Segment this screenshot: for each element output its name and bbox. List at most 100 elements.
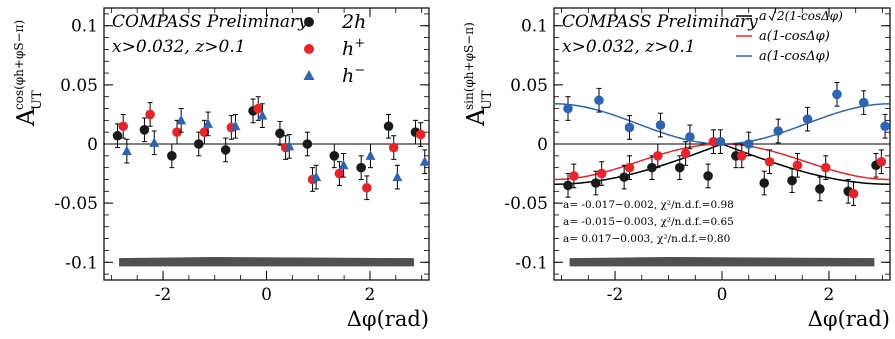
y-tick-label: 0.05 <box>510 76 548 96</box>
data-point <box>118 121 129 132</box>
systematic-band <box>569 256 875 267</box>
data-point <box>655 120 666 130</box>
fit-result-text: a= -0.015−0.003, χ²/n.d.f.=0.65 <box>563 216 734 228</box>
legend-label: a(1-cosΔφ) <box>759 49 830 64</box>
y-axis-label: AUT cos(φh+φS−π) <box>12 20 45 127</box>
legend-label: h+ <box>342 36 365 60</box>
data-point <box>193 139 204 149</box>
data-point <box>848 188 859 199</box>
legend-marker <box>303 70 315 80</box>
data-point <box>624 122 635 133</box>
legend-label: a <box>759 9 767 24</box>
fit-result-text: a= 0.017−0.003, χ²/n.d.f.=0.80 <box>563 233 730 245</box>
data-point <box>145 109 155 120</box>
data-point <box>880 121 890 132</box>
data-point <box>220 145 231 155</box>
y-tick-label: 0 <box>537 135 548 155</box>
data-point <box>674 162 685 173</box>
legend-label: h− <box>342 63 365 87</box>
annotation-cuts: x>0.032, z>0.1 <box>562 37 696 57</box>
data-point <box>253 103 264 114</box>
data-point <box>590 178 601 188</box>
data-point-triangle <box>311 171 322 182</box>
data-point <box>569 171 579 181</box>
data-point <box>383 121 394 132</box>
data-point <box>653 151 663 161</box>
data-point <box>680 148 691 159</box>
y-tick-label: 0.05 <box>60 76 98 96</box>
data-point <box>139 125 150 135</box>
legend-label-radicand: 2(1-cosΔφ) <box>776 9 843 23</box>
data-point-triangle <box>121 145 132 156</box>
x-tick-label: 2 <box>824 285 835 305</box>
data-point <box>624 162 635 173</box>
systematic-band <box>119 256 414 267</box>
y-tick-label: 0 <box>87 135 98 155</box>
data-point <box>764 156 775 167</box>
annotation-title: COMPASS Preliminary <box>562 12 758 32</box>
data-point <box>708 136 719 147</box>
data-point <box>415 129 426 140</box>
data-point <box>815 184 825 194</box>
data-point <box>832 89 842 100</box>
legend-marker <box>304 44 314 54</box>
data-point <box>329 151 340 161</box>
x-tick-label: -2 <box>155 285 172 305</box>
data-point <box>647 162 657 173</box>
data-point-triangle <box>257 110 268 120</box>
data-point <box>792 160 803 171</box>
y-axis-label-main: A <box>12 108 40 127</box>
x-tick-label: 2 <box>365 285 376 305</box>
y-tick-label: -0.05 <box>504 194 548 214</box>
left-panel: -0.1 -0.05 0 0.05 0.1 -2 0 2Δφ(rad) AUT cos(φh+φS… <box>12 7 430 331</box>
data-point-triangle <box>203 118 214 128</box>
y-tick-label: -0.1 <box>65 253 98 273</box>
data-point <box>876 156 887 167</box>
data-point <box>112 130 123 141</box>
data-point <box>199 127 210 137</box>
data-point <box>787 175 797 186</box>
data-point <box>596 168 607 179</box>
legend-label: 2h <box>341 11 366 33</box>
x-tick-label: 0 <box>717 285 728 305</box>
y-axis-label-sup: cos(φh+φS−π) <box>12 20 26 110</box>
data-point <box>356 162 366 173</box>
x-axis-label: Δφ(rad) <box>347 307 429 331</box>
data-point <box>594 95 604 106</box>
data-point <box>563 103 573 114</box>
annotation-title: COMPASS Preliminary <box>112 12 308 32</box>
data-point <box>167 151 177 161</box>
data-point <box>388 142 399 153</box>
y-tick-label: 0.1 <box>521 17 548 37</box>
data-point <box>773 126 783 136</box>
legend-sqrt-sign <box>768 7 844 22</box>
data-point <box>563 180 573 191</box>
right-panel: -0.1 -0.05 0 0.05 0.1 -2 0 2Δφ(rad) AUT sin(φh+φS… <box>462 7 891 331</box>
data-point <box>172 127 182 137</box>
data-point <box>685 132 695 142</box>
y-axis-label-sub: UT <box>480 90 495 110</box>
y-axis-label: AUT sin(φh+φS−π) <box>462 22 495 127</box>
data-point-triangle <box>230 120 241 131</box>
y-tick-label: 0.1 <box>71 17 98 37</box>
y-axis-label-main: A <box>462 108 490 127</box>
data-point <box>820 162 831 173</box>
annotation-cuts: x>0.032, z>0.1 <box>112 37 246 57</box>
fit-result-text: a= -0.017−0.002, χ²/n.d.f.=0.98 <box>563 199 734 211</box>
data-point <box>362 182 372 193</box>
data-point <box>759 178 770 188</box>
data-point <box>858 97 869 108</box>
y-axis-label-sub: UT <box>30 90 45 110</box>
x-tick-label: -2 <box>607 285 624 305</box>
data-point-triangle <box>419 156 430 166</box>
data-point-triangle <box>149 137 160 147</box>
data-point <box>302 139 313 149</box>
legend-marker <box>304 17 314 27</box>
x-tick-label: 0 <box>261 285 272 305</box>
y-axis-label-sup: sin(φh+φS−π) <box>462 22 476 110</box>
data-point <box>715 136 726 147</box>
legend-label: a(1-cosΔφ) <box>759 29 830 44</box>
data-point <box>275 128 285 139</box>
data-point <box>743 139 754 149</box>
data-point-triangle <box>176 114 187 125</box>
